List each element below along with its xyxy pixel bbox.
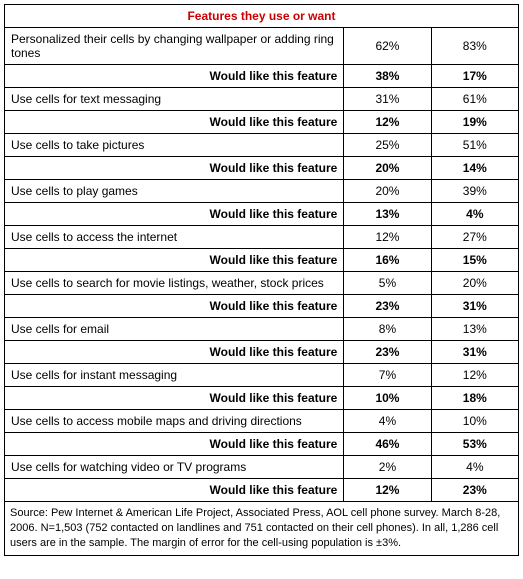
- want-value-b: 23%: [431, 479, 518, 502]
- want-value-b: 14%: [431, 157, 518, 180]
- title-text: Features they use or want: [187, 9, 335, 23]
- use-value-a: 20%: [344, 180, 431, 203]
- would-like-label: Would like this feature: [5, 387, 344, 410]
- would-like-row: Would like this feature46%53%: [5, 433, 519, 456]
- use-value-b: 4%: [431, 456, 518, 479]
- use-value-a: 62%: [344, 28, 431, 65]
- would-like-row: Would like this feature12%19%: [5, 111, 519, 134]
- want-value-a: 23%: [344, 341, 431, 364]
- use-value-b: 20%: [431, 272, 518, 295]
- want-value-a: 12%: [344, 111, 431, 134]
- want-value-a: 12%: [344, 479, 431, 502]
- feature-row: Use cells to access the internet12%27%: [5, 226, 519, 249]
- want-value-b: 17%: [431, 65, 518, 88]
- feature-label: Use cells for text messaging: [5, 88, 344, 111]
- feature-label: Use cells for email: [5, 318, 344, 341]
- feature-row: Use cells to play games20%39%: [5, 180, 519, 203]
- feature-row: Use cells for watching video or TV progr…: [5, 456, 519, 479]
- want-value-a: 10%: [344, 387, 431, 410]
- would-like-row: Would like this feature20%14%: [5, 157, 519, 180]
- would-like-row: Would like this feature23%31%: [5, 295, 519, 318]
- feature-label: Use cells to play games: [5, 180, 344, 203]
- use-value-a: 7%: [344, 364, 431, 387]
- source-note: Source: Pew Internet & American Life Pro…: [5, 502, 519, 556]
- would-like-label: Would like this feature: [5, 479, 344, 502]
- want-value-b: 31%: [431, 295, 518, 318]
- would-like-row: Would like this feature13%4%: [5, 203, 519, 226]
- would-like-label: Would like this feature: [5, 65, 344, 88]
- would-like-row: Would like this feature23%31%: [5, 341, 519, 364]
- feature-row: Personalized their cells by changing wal…: [5, 28, 519, 65]
- want-value-a: 23%: [344, 295, 431, 318]
- would-like-label: Would like this feature: [5, 341, 344, 364]
- use-value-a: 8%: [344, 318, 431, 341]
- want-value-b: 19%: [431, 111, 518, 134]
- feature-row: Use cells to access mobile maps and driv…: [5, 410, 519, 433]
- feature-label: Use cells for instant messaging: [5, 364, 344, 387]
- feature-row: Use cells to take pictures25%51%: [5, 134, 519, 157]
- use-value-a: 31%: [344, 88, 431, 111]
- would-like-row: Would like this feature10%18%: [5, 387, 519, 410]
- feature-row: Use cells for email8%13%: [5, 318, 519, 341]
- use-value-a: 25%: [344, 134, 431, 157]
- feature-label: Use cells to search for movie listings, …: [5, 272, 344, 295]
- would-like-label: Would like this feature: [5, 203, 344, 226]
- feature-label: Use cells to take pictures: [5, 134, 344, 157]
- want-value-b: 15%: [431, 249, 518, 272]
- use-value-b: 10%: [431, 410, 518, 433]
- want-value-a: 16%: [344, 249, 431, 272]
- features-table: Features they use or want Personalized t…: [4, 4, 519, 556]
- would-like-label: Would like this feature: [5, 157, 344, 180]
- want-value-b: 4%: [431, 203, 518, 226]
- use-value-b: 39%: [431, 180, 518, 203]
- would-like-label: Would like this feature: [5, 249, 344, 272]
- use-value-a: 4%: [344, 410, 431, 433]
- feature-label: Use cells for watching video or TV progr…: [5, 456, 344, 479]
- want-value-b: 53%: [431, 433, 518, 456]
- use-value-b: 83%: [431, 28, 518, 65]
- feature-row: Use cells for text messaging31%61%: [5, 88, 519, 111]
- would-like-row: Would like this feature38%17%: [5, 65, 519, 88]
- want-value-a: 46%: [344, 433, 431, 456]
- want-value-a: 38%: [344, 65, 431, 88]
- would-like-row: Would like this feature16%15%: [5, 249, 519, 272]
- use-value-b: 12%: [431, 364, 518, 387]
- table-title: Features they use or want: [5, 5, 519, 28]
- want-value-b: 31%: [431, 341, 518, 364]
- want-value-a: 20%: [344, 157, 431, 180]
- would-like-label: Would like this feature: [5, 111, 344, 134]
- would-like-row: Would like this feature12%23%: [5, 479, 519, 502]
- want-value-a: 13%: [344, 203, 431, 226]
- feature-label: Use cells to access the internet: [5, 226, 344, 249]
- want-value-b: 18%: [431, 387, 518, 410]
- feature-row: Use cells to search for movie listings, …: [5, 272, 519, 295]
- use-value-a: 5%: [344, 272, 431, 295]
- use-value-b: 13%: [431, 318, 518, 341]
- feature-label: Personalized their cells by changing wal…: [5, 28, 344, 65]
- use-value-b: 27%: [431, 226, 518, 249]
- use-value-b: 61%: [431, 88, 518, 111]
- would-like-label: Would like this feature: [5, 433, 344, 456]
- use-value-a: 12%: [344, 226, 431, 249]
- feature-row: Use cells for instant messaging7%12%: [5, 364, 519, 387]
- use-value-b: 51%: [431, 134, 518, 157]
- feature-label: Use cells to access mobile maps and driv…: [5, 410, 344, 433]
- would-like-label: Would like this feature: [5, 295, 344, 318]
- use-value-a: 2%: [344, 456, 431, 479]
